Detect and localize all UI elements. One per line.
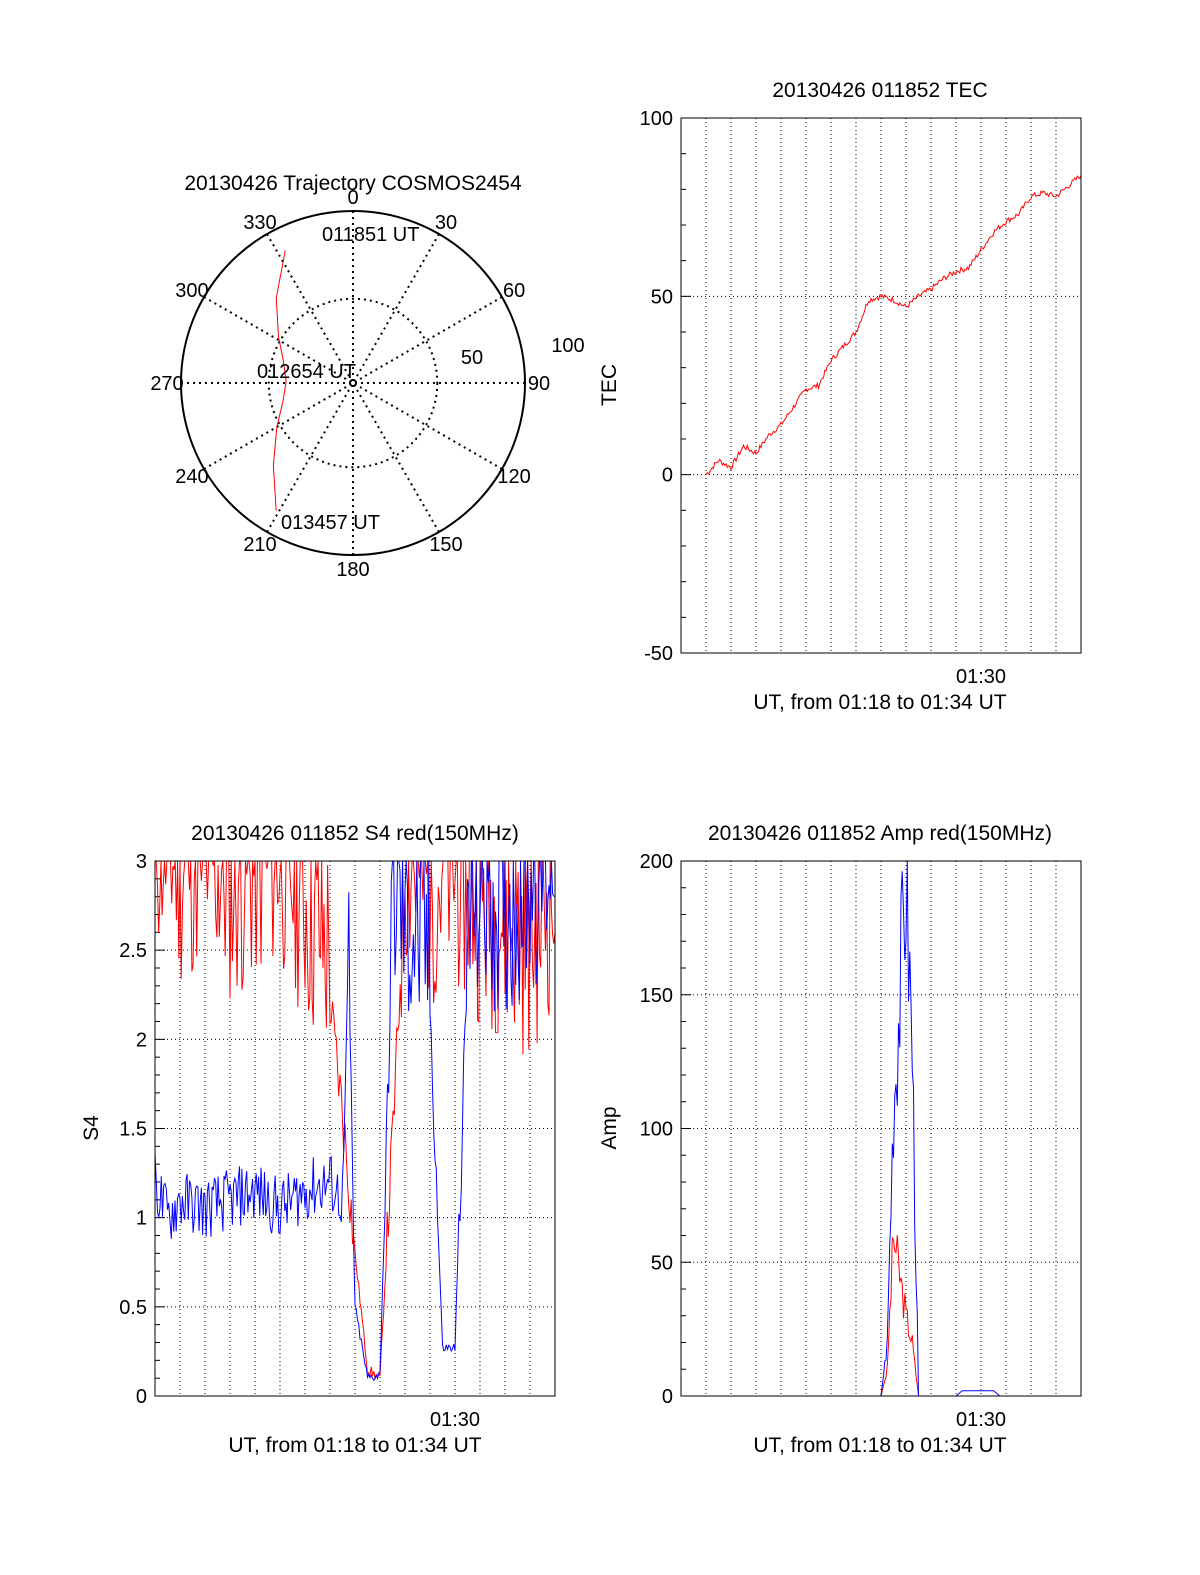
s4-y-tick-label: 2.5 (119, 940, 147, 962)
tec-y-tick-label: 50 (651, 286, 673, 308)
s4-x-axis-label: UT, from 01:18 to 01:34 UT (228, 1434, 481, 1457)
s4-series-line (155, 860, 556, 1379)
polar-radial-labels: 50 100 (461, 335, 585, 369)
polar-azimuth-labels: 0 30 60 90 120 150 180 210 240 270 300 330 (150, 187, 550, 581)
polar-trajectory-chart: 20130426 Trajectory COSMOS2454 0 30 60 90 12… (150, 172, 584, 581)
amp-x-tick-label: 01:30 (956, 1409, 1006, 1431)
polar-azimuth-label: 60 (503, 280, 525, 302)
s4-series (154, 859, 556, 1382)
trajectory-end-annotation: 013457 UT (281, 512, 380, 534)
amp-y-tick-label: 150 (640, 985, 673, 1007)
polar-azimuth-label: 150 (429, 534, 462, 556)
polar-azimuth-label: 300 (175, 280, 208, 302)
amp-grid (681, 860, 1081, 1397)
polar-radial-label: 50 (461, 347, 483, 369)
s4-series-line (154, 859, 556, 1382)
tec-y-ticks: -50 0 50 100 (640, 108, 691, 665)
tec-series (705, 174, 1082, 475)
s4-x-ticks: 01:30 (430, 1409, 480, 1431)
amp-y-tick-label: 200 (640, 851, 673, 873)
polar-azimuth-label: 30 (435, 212, 457, 234)
amp-y-ticks: 0 50 100 150 200 (640, 851, 691, 1408)
tec-series-line (705, 174, 1082, 475)
s4-x-tick-label: 01:30 (430, 1409, 480, 1431)
amp-plot-frame (680, 860, 1082, 1397)
s4-y-tick-label: 1.5 (119, 1119, 147, 1141)
amp-y-tick-label: 0 (662, 1386, 673, 1408)
trajectory-start-annotation: 011851 UT (322, 224, 419, 246)
tec-plot-frame (680, 117, 1082, 654)
trajectory-line (272, 250, 287, 511)
s4-y-tick-label: 3 (136, 851, 147, 873)
amp-chart-title: 20130426 011852 Amp red(150MHz) (708, 822, 1052, 845)
amp-y-tick-label: 100 (640, 1119, 673, 1141)
trajectory-mid-annotation: 012654 UT (257, 361, 356, 383)
tec-x-axis-label: UT, from 01:18 to 01:34 UT (753, 691, 1006, 714)
polar-chart-title: 20130426 Trajectory COSMOS2454 (184, 172, 522, 195)
s4-chart-title: 20130426 011852 S4 red(150MHz) (191, 822, 519, 845)
tec-grid (681, 117, 1081, 654)
tec-y-tick-label: -50 (644, 643, 673, 665)
amp-chart: 20130426 011852 Amp red(150MHz) 0 50 100 15… (598, 822, 1082, 1457)
s4-plot-frame (154, 860, 556, 1397)
s4-y-axis-label: S4 (80, 1115, 103, 1141)
polar-grid (180, 210, 526, 556)
amp-x-ticks: 01:30 (956, 1409, 1006, 1431)
tec-y-tick-label: 100 (640, 108, 673, 130)
polar-azimuth-label: 330 (243, 212, 276, 234)
tec-y-axis-label: TEC (598, 364, 621, 406)
s4-y-ticks: 0 0.5 1 1.5 2 2.5 3 (119, 851, 165, 1408)
polar-azimuth-label: 210 (243, 534, 276, 556)
polar-radial-label: 100 (551, 335, 584, 357)
amp-series-line (706, 1234, 1081, 1397)
tec-x-ticks: 01:30 (956, 666, 1006, 688)
s4-y-tick-label: 0 (136, 1386, 147, 1408)
s4-y-tick-label: 1 (136, 1208, 147, 1230)
polar-azimuth-label: 240 (175, 466, 208, 488)
tec-chart-title: 20130426 011852 TEC (772, 79, 987, 102)
tec-x-tick-label: 01:30 (956, 666, 1006, 688)
s4-y-tick-label: 2 (136, 1029, 147, 1051)
tec-y-tick-label: 0 (662, 465, 673, 487)
s4-y-tick-label: 0.5 (119, 1297, 147, 1319)
amp-y-tick-label: 50 (651, 1252, 673, 1274)
polar-inner-circle (267, 297, 439, 469)
polar-azimuth-label: 0 (347, 187, 358, 209)
s4-chart: 20130426 011852 S4 red(150MHz) 0 0.5 1 1.5 2… (80, 822, 556, 1457)
polar-azimuth-label: 120 (497, 466, 530, 488)
amp-x-axis-label: UT, from 01:18 to 01:34 UT (753, 1434, 1006, 1457)
amp-y-axis-label: Amp (598, 1106, 621, 1149)
polar-azimuth-label: 180 (336, 559, 369, 581)
polar-azimuth-label: 90 (528, 373, 550, 395)
polar-azimuth-label: 270 (150, 373, 183, 395)
